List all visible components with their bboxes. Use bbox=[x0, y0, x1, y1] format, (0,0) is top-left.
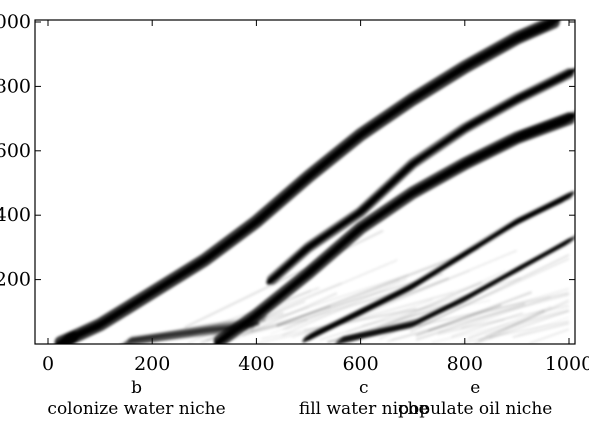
x-tick-label: 400 bbox=[238, 353, 274, 375]
sparse-strand bbox=[199, 300, 306, 343]
sparse-strand bbox=[378, 268, 524, 341]
sparse-strand bbox=[348, 270, 506, 344]
sparse-strand bbox=[437, 319, 505, 336]
sparse-strand bbox=[270, 311, 331, 335]
sparse-strand bbox=[276, 305, 331, 327]
x-tick-label: 800 bbox=[447, 353, 483, 375]
sparse-strand bbox=[250, 272, 443, 333]
y-tick-label: 200 bbox=[0, 269, 31, 291]
y-tick-label: 800 bbox=[0, 75, 31, 97]
density-core bbox=[266, 68, 575, 285]
sparse-strand bbox=[281, 278, 407, 337]
sparse-strand bbox=[517, 316, 570, 336]
sparse-strand bbox=[473, 310, 570, 344]
sparse-strand bbox=[390, 287, 570, 341]
y-axis-ticks: 200 400 600 800 1000 bbox=[0, 11, 575, 291]
sparse-strand bbox=[387, 293, 570, 343]
annotation-label: colonize water niche bbox=[47, 399, 225, 419]
x-tick-label: 200 bbox=[134, 353, 170, 375]
sparse-strand bbox=[529, 328, 570, 344]
sparse-strand bbox=[309, 250, 517, 338]
density-band bbox=[54, 20, 561, 344]
density-band bbox=[265, 67, 575, 286]
annotation-letter: c bbox=[359, 378, 369, 398]
plot-frame bbox=[34, 19, 576, 345]
sparse-strand bbox=[240, 274, 409, 330]
annotation-letter: b bbox=[131, 378, 142, 398]
sparse-strand bbox=[228, 289, 312, 328]
x-tick-label: 0 bbox=[42, 353, 54, 375]
sparse-strand bbox=[401, 291, 570, 331]
sparse-strand bbox=[187, 282, 342, 344]
y-tick-label: 1000 bbox=[0, 11, 31, 33]
sparse-strand bbox=[512, 322, 570, 338]
sparse-strand bbox=[255, 327, 326, 344]
sparse-strand bbox=[460, 296, 551, 329]
x-axis-ticks: 0 200 400 600 800 1000 bbox=[42, 20, 589, 375]
x-tick-label: 600 bbox=[342, 353, 378, 375]
sparse-strand bbox=[418, 258, 570, 328]
density-core bbox=[54, 20, 560, 344]
annotation-letter: e bbox=[470, 378, 480, 398]
sparse-strands bbox=[184, 229, 570, 344]
annotation-label: fill water niche bbox=[299, 399, 429, 419]
sparse-strand bbox=[184, 229, 384, 329]
sparse-strand bbox=[415, 302, 526, 341]
sparse-strand bbox=[315, 277, 450, 332]
sparse-strand bbox=[461, 320, 570, 344]
sparse-strand bbox=[261, 302, 452, 340]
y-tick-label: 600 bbox=[0, 140, 31, 162]
sparse-strand bbox=[187, 287, 320, 336]
x-tick-label: 1000 bbox=[545, 353, 589, 375]
sparse-strand bbox=[451, 312, 524, 338]
sparse-strand bbox=[327, 301, 455, 344]
density-layer bbox=[54, 20, 575, 344]
y-tick-label: 400 bbox=[0, 204, 31, 226]
origin-cluster bbox=[60, 331, 80, 344]
annotation-label: populate oil niche bbox=[398, 399, 552, 419]
sparse-strand bbox=[498, 306, 570, 334]
